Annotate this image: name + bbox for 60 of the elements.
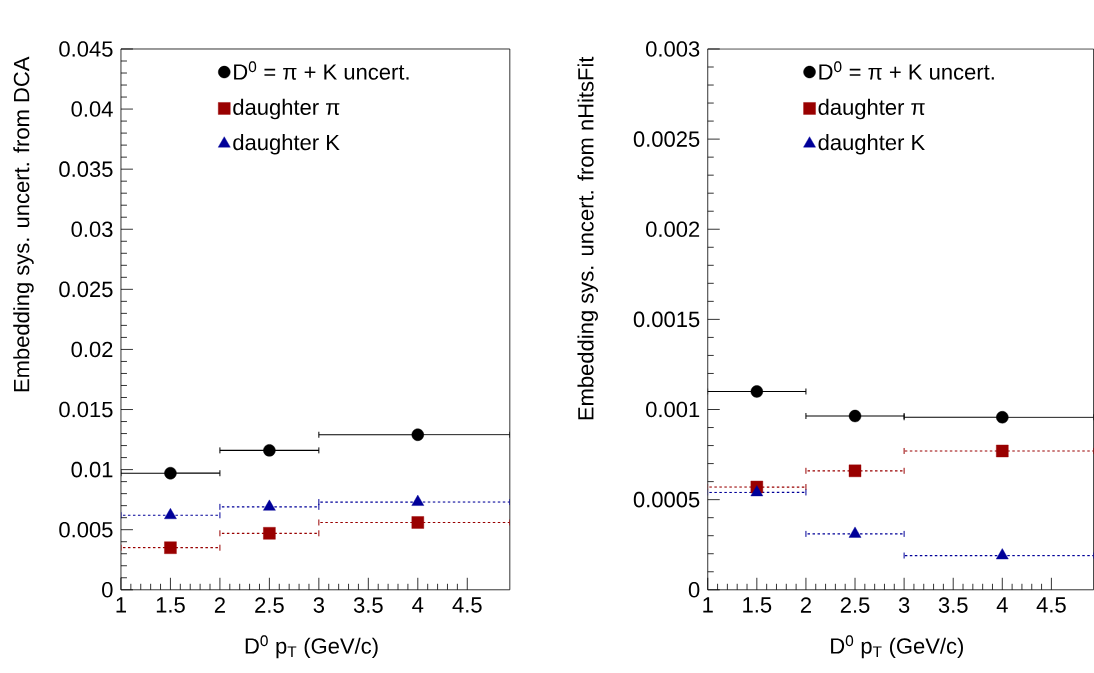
x-axis-title: D$^{0}$ p$_{T}$ (GeV/c) (831, 635, 963, 659)
y-axis-title: Embedding sys. uncert. from nHitsFit (577, 56, 598, 420)
x-tick-label: 3 (313, 597, 325, 614)
point (750, 485, 764, 497)
legend-label: daughter π (818, 98, 925, 120)
point (848, 464, 862, 478)
legend-label: daughter π (233, 98, 340, 120)
x-tick-label: 2.5 (840, 597, 870, 614)
x-tick-label: 2 (800, 597, 811, 613)
point (411, 494, 425, 506)
y-tick-label: 0.0005 (633, 491, 700, 508)
x-tick-label: 4 (996, 597, 1008, 613)
x-tick-label: 4 (412, 597, 424, 613)
y-tick-label: 0 (102, 582, 113, 598)
point (164, 508, 177, 520)
x-tick-label: 4.5 (1036, 597, 1066, 613)
x-tick-label: 2.5 (255, 597, 284, 614)
legend-label: daughter K (818, 134, 925, 155)
y-tick-label: 0.0025 (633, 131, 700, 148)
legend-label: D$^{0}$ = π + K uncert. (819, 61, 994, 80)
y-tick-label: 0.025 (59, 281, 113, 298)
x-tick-label: 1 (116, 597, 127, 613)
point (263, 499, 276, 511)
x-tick-label: 3.5 (353, 597, 383, 614)
y-tick-label: 0.045 (59, 41, 113, 57)
x-tick-label: 1.5 (156, 597, 185, 613)
x-tick-label: 4.5 (452, 597, 482, 613)
x-tick-label: 1.5 (743, 597, 772, 613)
point (750, 385, 764, 398)
x-tick-label: 2 (214, 597, 225, 613)
y-tick-label: 0.005 (59, 522, 113, 538)
y-tick-label: 0.0015 (633, 311, 700, 328)
x-axis-title: D$^{0}$ p$_{T}$ (GeV/c) (245, 635, 378, 659)
y-tick-label: 0.04 (71, 101, 113, 117)
y-tick-label: 0.015 (59, 401, 113, 418)
y-tick-label: 0.003 (646, 41, 700, 57)
y-tick-label: 0.01 (71, 461, 113, 478)
point (263, 527, 276, 540)
point (848, 409, 862, 423)
point (996, 411, 1009, 424)
point (411, 516, 424, 529)
point (411, 428, 424, 442)
point (848, 526, 862, 538)
point (996, 444, 1009, 458)
x-tick-label: 3.5 (938, 597, 968, 614)
y-tick-label: 0.035 (59, 161, 113, 178)
y-tick-label: 0.03 (71, 221, 113, 238)
y-tick-label: 0.02 (71, 341, 113, 358)
legend-label: D$^{0}$ = π + K uncert. (234, 61, 409, 80)
x-tick-label: 3 (898, 597, 910, 614)
point (996, 548, 1009, 560)
y-tick-label: 0.002 (646, 221, 700, 238)
y-axis-title: Embedding sys. uncert. from DCA (13, 56, 34, 392)
legend-label: daughter K (233, 134, 340, 155)
point (164, 541, 177, 555)
y-tick-label: 0.001 (646, 401, 700, 418)
point (164, 467, 177, 480)
point (263, 444, 276, 457)
y-tick-label: 0 (688, 582, 700, 598)
x-tick-label: 1 (703, 597, 713, 613)
